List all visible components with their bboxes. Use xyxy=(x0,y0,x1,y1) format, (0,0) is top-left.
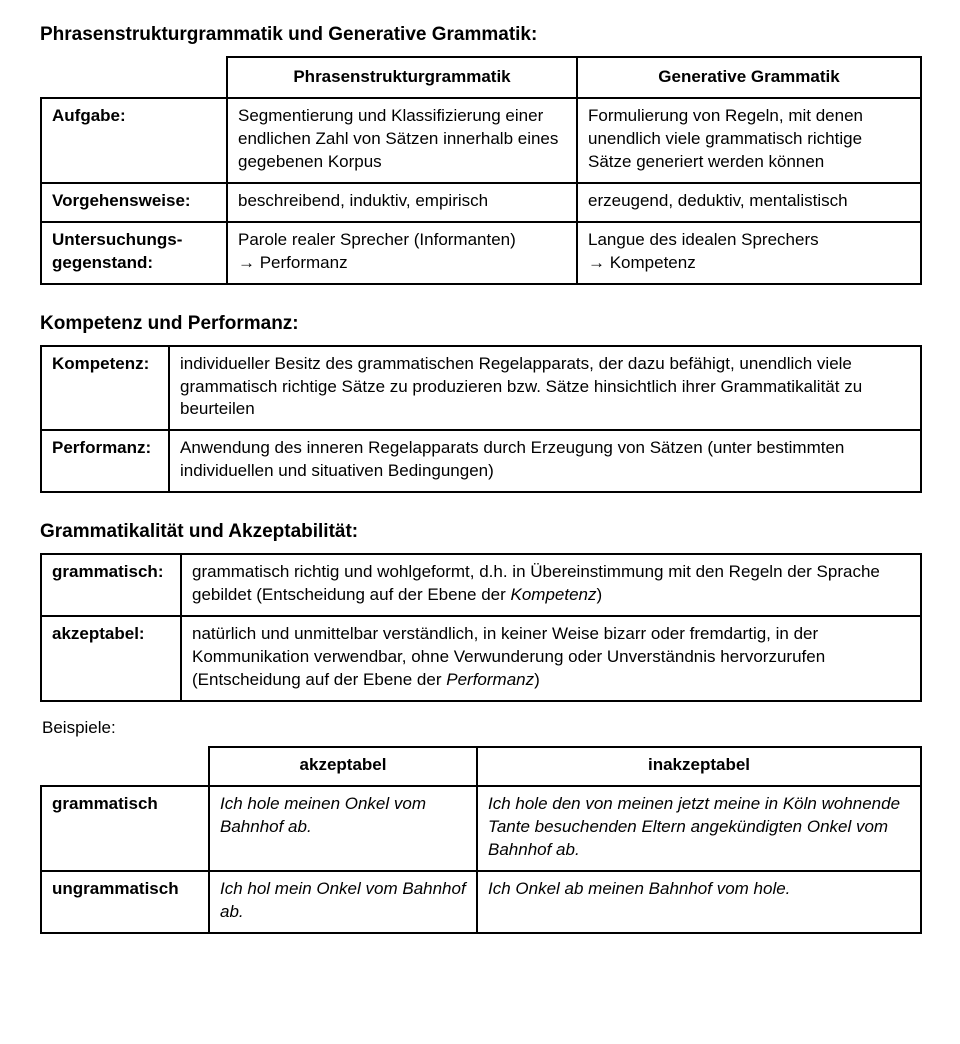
cell: Ich hol mein Onkel vom Bahnhof ab. xyxy=(209,871,477,933)
header-col2: akzeptabel xyxy=(209,747,477,786)
arrow-icon: → Performanz xyxy=(238,252,348,275)
header-col3: Generative Grammatik xyxy=(577,57,921,98)
row-label: Kompetenz: xyxy=(41,346,169,431)
italic-term: Performanz xyxy=(446,670,534,689)
section3-title: Grammatikalität und Akzeptabilität: xyxy=(40,521,920,543)
cell: Anwendung des inneren Regelapparats durc… xyxy=(169,430,921,492)
table-row: grammatisch Ich hole meinen Onkel vom Ba… xyxy=(41,786,921,871)
table-examples: akzeptabel inakzeptabel grammatisch Ich … xyxy=(40,746,922,934)
row-label: Untersuchungs­gegenstand: xyxy=(41,222,227,284)
cell-text: ) xyxy=(534,670,540,689)
table-row: Kompetenz: individueller Besitz des gram… xyxy=(41,346,921,431)
cell: Ich hole meinen Onkel vom Bahnhof ab. xyxy=(209,786,477,871)
row-label: grammatisch: xyxy=(41,554,181,616)
table-row: akzeptabel inakzeptabel xyxy=(41,747,921,786)
row-label: Aufgabe: xyxy=(41,98,227,183)
cell: individueller Besitz des grammatischen R… xyxy=(169,346,921,431)
table-row: ungrammatisch Ich hol mein Onkel vom Bah… xyxy=(41,871,921,933)
table-row: Vorgehensweise: beschreibend, induktiv, … xyxy=(41,183,921,222)
row-label: ungrammatisch xyxy=(41,871,209,933)
cell: beschreibend, induktiv, empirisch xyxy=(227,183,577,222)
row-label: Performanz: xyxy=(41,430,169,492)
row-label: akzeptabel: xyxy=(41,616,181,701)
examples-label: Beispiele: xyxy=(42,718,920,738)
cell: Langue des idealen Sprechers → Kompetenz xyxy=(577,222,921,284)
table-row: grammatisch: grammatisch richtig und woh… xyxy=(41,554,921,616)
header-empty xyxy=(41,57,227,98)
table-kompetenz-performanz: Kompetenz: individueller Besitz des gram… xyxy=(40,345,922,494)
table-comparison: Phrasenstrukturgrammatik Generative Gram… xyxy=(40,56,922,285)
cell: Segmentierung und Klassifizierung einer … xyxy=(227,98,577,183)
cell: natürlich und unmittelbar verständlich, … xyxy=(181,616,921,701)
cell: grammatisch richtig und wohlgeformt, d.h… xyxy=(181,554,921,616)
arrow-icon: → Kompetenz xyxy=(588,252,696,275)
table-row: Untersuchungs­gegenstand: Parole realer … xyxy=(41,222,921,284)
header-empty xyxy=(41,747,209,786)
table-row: Aufgabe: Segmentierung und Klassifizieru… xyxy=(41,98,921,183)
cell-text: ) xyxy=(597,585,603,604)
header-col2: Phrasenstrukturgrammatik xyxy=(227,57,577,98)
italic-term: Kompetenz xyxy=(511,585,597,604)
row-label: grammatisch xyxy=(41,786,209,871)
cell: Parole realer Sprecher (Informanten) → P… xyxy=(227,222,577,284)
cell: Ich Onkel ab meinen Bahnhof vom hole. xyxy=(477,871,921,933)
section2-title: Kompetenz und Performanz: xyxy=(40,313,920,335)
cell-text: Langue des idealen Sprechers xyxy=(588,230,819,249)
cell: erzeugend, deduktiv, mentalistisch xyxy=(577,183,921,222)
table-row: akzeptabel: natürlich und unmittelbar ve… xyxy=(41,616,921,701)
cell: Ich hole den von meinen jetzt meine in K… xyxy=(477,786,921,871)
table-grammatikalitaet: grammatisch: grammatisch richtig und woh… xyxy=(40,553,922,702)
table-row: Phrasenstrukturgrammatik Generative Gram… xyxy=(41,57,921,98)
table-row: Performanz: Anwendung des inneren Regela… xyxy=(41,430,921,492)
header-col3: inakzeptabel xyxy=(477,747,921,786)
cell-text: Parole realer Sprecher (Informanten) xyxy=(238,230,516,249)
section1-title: Phrasenstrukturgrammatik und Generative … xyxy=(40,24,920,46)
cell: Formulierung von Regeln, mit denen unend… xyxy=(577,98,921,183)
row-label: Vorgehensweise: xyxy=(41,183,227,222)
